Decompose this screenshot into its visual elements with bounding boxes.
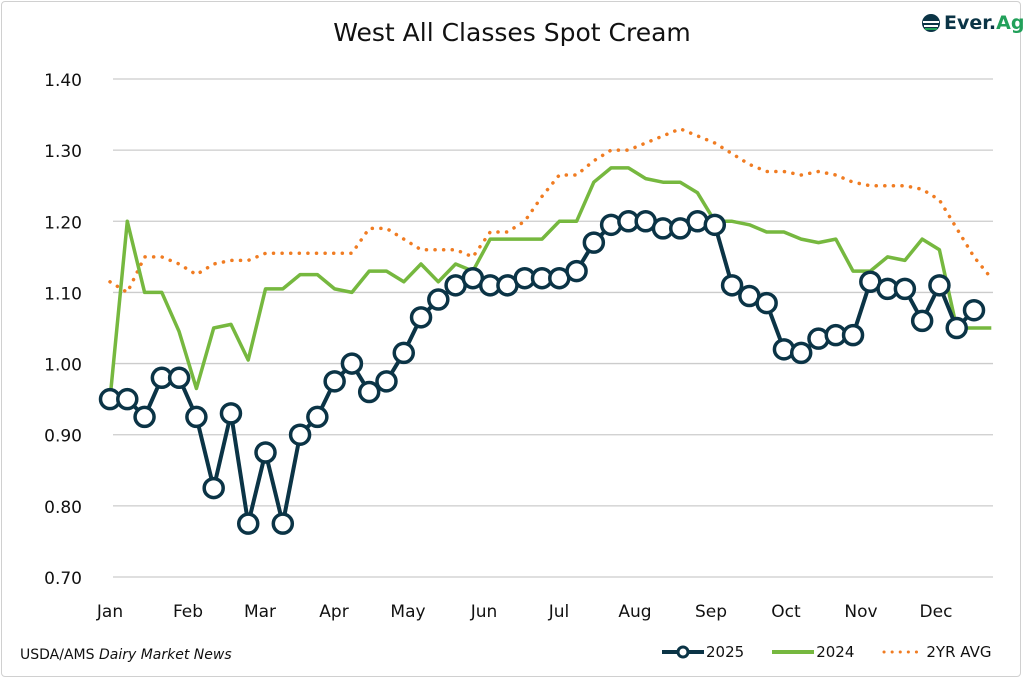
x-tick-label: Nov xyxy=(844,602,877,622)
legend-line-2024-icon xyxy=(772,650,815,654)
legend: 2025 2024 2YR AVG xyxy=(660,643,991,661)
legend-dots-2yr-avg-icon xyxy=(882,650,926,654)
source-prefix: USDA/AMS xyxy=(20,647,99,663)
series-2025-point xyxy=(928,274,951,297)
series-2025-line xyxy=(110,219,976,526)
x-tick-label: Mar xyxy=(244,602,276,622)
series-2025-point xyxy=(288,423,312,446)
series-2025-point xyxy=(720,274,744,297)
legend-label-2yr-avg: 2YR AVG xyxy=(926,643,992,661)
series-2025-point xyxy=(323,370,346,393)
logo-text-ag: Ag xyxy=(996,12,1024,34)
series-2025-point xyxy=(582,231,606,254)
series-2025-point xyxy=(271,512,295,535)
logo-mark-icon xyxy=(922,14,940,32)
series-2025-point xyxy=(219,402,243,425)
series-2025-point xyxy=(340,352,364,375)
legend-label-2024: 2024 xyxy=(816,643,855,661)
ever-ag-logo: Ever.Ag xyxy=(921,12,1024,34)
series-2025-point xyxy=(962,298,986,322)
series-2025-point xyxy=(375,370,398,393)
chart-title: West All Classes Spot Cream xyxy=(333,18,691,47)
x-tick-label: Sep xyxy=(695,602,727,622)
legend-item-2024: 2024 xyxy=(770,643,854,661)
series-2025-point xyxy=(254,441,277,464)
y-tick-label: 1.20 xyxy=(44,213,82,233)
series-2025-point xyxy=(236,512,260,535)
series-2025-point xyxy=(185,405,208,429)
series-2024-line xyxy=(108,166,992,400)
series-2025-point xyxy=(703,213,727,237)
legend-label-2025: 2025 xyxy=(706,643,745,661)
series-2025-point xyxy=(357,380,381,404)
series-2025-point xyxy=(202,476,225,500)
y-tick-label: 1.40 xyxy=(44,71,82,91)
x-tick-label: Jan xyxy=(96,602,123,622)
x-tick-label: May xyxy=(390,602,425,622)
series-2yr-avg-line xyxy=(108,126,994,295)
x-tick-label: Aug xyxy=(618,602,651,622)
series-2025-point xyxy=(755,291,778,315)
legend-item-2yr-avg: 2YR AVG xyxy=(880,643,991,661)
y-tick-label: 1.10 xyxy=(44,284,82,304)
series-2025-point xyxy=(409,306,433,329)
series-2025-point xyxy=(167,366,191,390)
x-tick-label: Apr xyxy=(319,602,348,622)
y-tick-label: 1.30 xyxy=(44,142,82,162)
series-2025-point xyxy=(133,405,156,429)
series-2025-point xyxy=(392,341,416,365)
series-2025-point xyxy=(945,316,968,340)
series-2025-point xyxy=(306,405,329,429)
series-2025-point xyxy=(116,387,139,411)
series-2025-point xyxy=(910,309,934,333)
legend-item-2025: 2025 xyxy=(660,643,744,661)
series-2025-point xyxy=(789,341,813,365)
legend-marker-2025-icon xyxy=(662,645,704,659)
y-tick-label: 0.90 xyxy=(44,427,82,447)
x-tick-label: Feb xyxy=(173,602,203,622)
series-2025-point xyxy=(841,323,865,347)
x-tick-label: Dec xyxy=(920,602,953,622)
x-tick-label: Oct xyxy=(771,602,801,622)
y-tick-label: 0.80 xyxy=(44,498,82,518)
y-tick-label: 0.70 xyxy=(44,569,82,589)
series-2025-point xyxy=(565,259,588,283)
logo-text: Ever. xyxy=(944,12,997,34)
y-tick-label: 1.00 xyxy=(44,356,82,376)
series-2025-point xyxy=(427,288,450,311)
series-2025-point xyxy=(893,277,917,301)
source-note: USDA/AMS Dairy Market News xyxy=(20,647,232,663)
source-publication: Dairy Market News xyxy=(98,647,232,663)
x-tick-label: Jun xyxy=(470,602,498,622)
x-tick-label: Jul xyxy=(548,602,570,622)
